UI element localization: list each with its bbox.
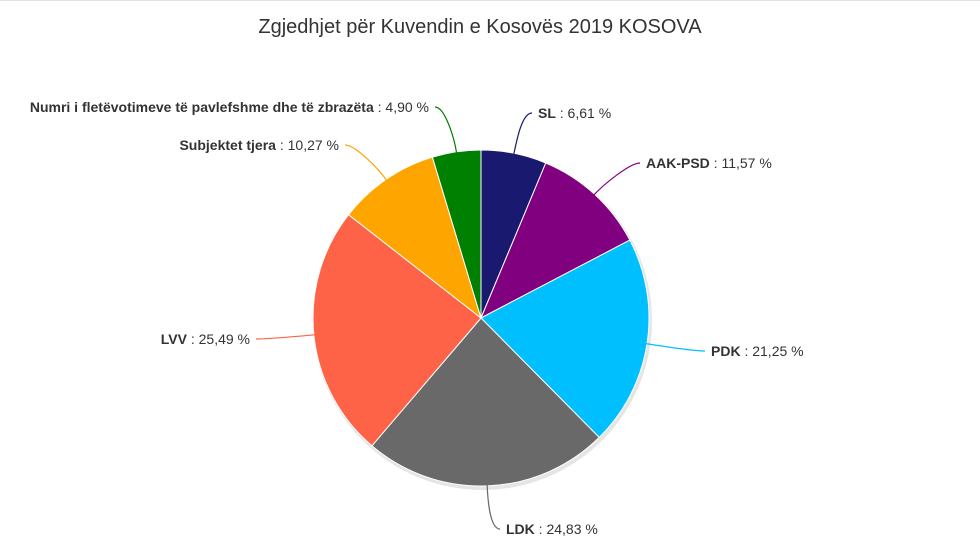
slice-label-value: : 6,61 % — [556, 105, 611, 121]
connector-line — [486, 483, 501, 530]
slice-label-name: LDK — [506, 521, 535, 537]
slice-label: Numri i fletëvotimeve të pavlefshme dhe … — [30, 99, 429, 115]
connector-line — [255, 334, 316, 340]
top-divider — [0, 0, 980, 1]
slice-label-value: : 10,27 % — [276, 137, 339, 153]
slice-label-name: SL — [538, 105, 556, 121]
slice-label: SL : 6,61 % — [538, 105, 611, 121]
slice-label: PDK : 21,25 % — [711, 343, 804, 359]
slice-label-value: : 21,25 % — [741, 343, 804, 359]
slice-label-value: : 25,49 % — [187, 331, 250, 347]
chart-title: Zgjedhjet për Kuvendin e Kosovës 2019 KO… — [258, 16, 702, 38]
slice-label: Subjektet tjera : 10,27 % — [179, 137, 339, 153]
slice-label: LVV : 25,49 % — [161, 331, 250, 347]
connector-line — [344, 144, 388, 182]
slice-label-name: Subjektet tjera — [179, 137, 276, 153]
slice-label-name: PDK — [711, 343, 741, 359]
slice-label-value: : 4,90 % — [374, 99, 429, 115]
connector-line — [644, 342, 706, 352]
slice-label-value: : 24,83 % — [535, 521, 598, 537]
slice-label-value: : 11,57 % — [710, 155, 772, 171]
slice-label-name: Numri i fletëvotimeve të pavlefshme dhe … — [30, 99, 374, 115]
slice-label-name: AAK-PSD — [646, 155, 710, 171]
slice-label-name: LVV — [161, 331, 188, 347]
slice-label: LDK : 24,83 % — [506, 521, 598, 537]
connector-line — [513, 112, 533, 156]
connector-line — [434, 106, 458, 154]
slice-label: AAK-PSD : 11,57 % — [646, 155, 772, 171]
connector-line — [592, 162, 641, 197]
